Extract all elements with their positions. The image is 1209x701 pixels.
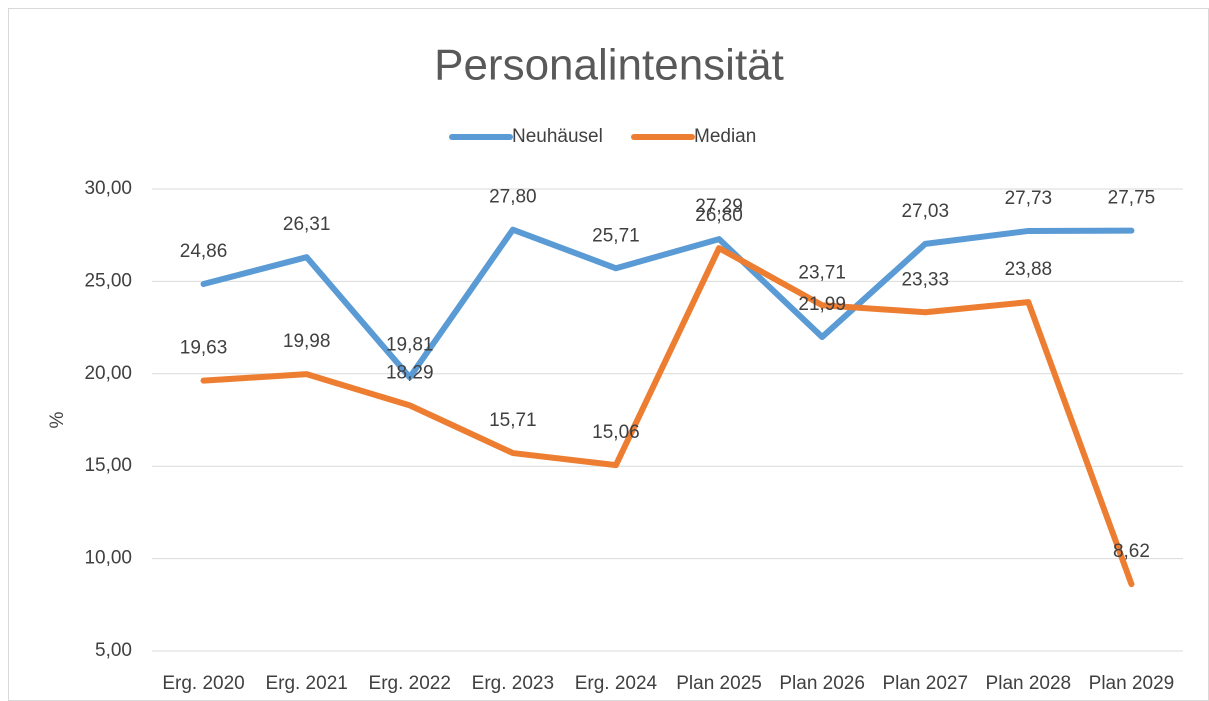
data-label: 23,33: [901, 269, 949, 290]
data-label: 19,63: [180, 338, 228, 359]
data-label: 15,06: [592, 422, 640, 443]
y-tick-label: 25,00: [84, 270, 132, 291]
chart-frame: [8, 8, 1209, 701]
x-tick-label: Plan 2027: [882, 673, 968, 694]
series-line: [200, 226, 1135, 381]
x-tick-label: Plan 2026: [779, 673, 865, 694]
data-label: 26,80: [695, 205, 743, 226]
y-axis-label: %: [47, 411, 68, 428]
legend-label: Neuhäusel: [512, 126, 603, 147]
y-tick-label: 10,00: [84, 548, 132, 569]
data-label: 27,29: [695, 196, 743, 217]
data-label: 18,29: [386, 362, 434, 383]
data-label: 21,99: [798, 294, 846, 315]
data-label: 19,98: [283, 331, 331, 352]
legend-label: Median: [694, 126, 756, 147]
data-label: 27,73: [1005, 188, 1053, 209]
x-tick-label: Plan 2028: [986, 673, 1072, 694]
y-tick-label: 20,00: [84, 363, 132, 384]
x-tick-label: Erg. 2022: [369, 673, 451, 694]
x-tick-label: Erg. 2020: [162, 673, 244, 694]
data-label: 25,71: [592, 225, 640, 246]
data-label: 24,86: [180, 241, 228, 262]
x-tick-label: Erg. 2021: [265, 673, 347, 694]
x-tick-label: Erg. 2023: [472, 673, 554, 694]
data-label: 27,80: [489, 187, 537, 208]
data-label: 23,88: [1005, 259, 1053, 280]
data-label: 19,81: [386, 334, 434, 355]
data-label: 23,71: [798, 262, 846, 283]
x-tick-label: Erg. 2024: [575, 673, 658, 694]
y-tick-label: 15,00: [84, 455, 132, 476]
x-tick-label: Plan 2029: [1089, 673, 1175, 694]
data-label: 8,62: [1113, 541, 1150, 562]
series-line: [200, 245, 1135, 588]
data-label: 27,75: [1108, 188, 1156, 209]
x-tick-label: Plan 2025: [676, 673, 762, 694]
data-label: 26,31: [283, 214, 331, 235]
y-tick-label: 5,00: [95, 640, 132, 661]
data-label: 15,71: [489, 410, 537, 431]
data-label: 27,03: [901, 201, 949, 222]
y-tick-label: 30,00: [84, 178, 132, 199]
chart-title: Personalintensität: [434, 41, 784, 90]
